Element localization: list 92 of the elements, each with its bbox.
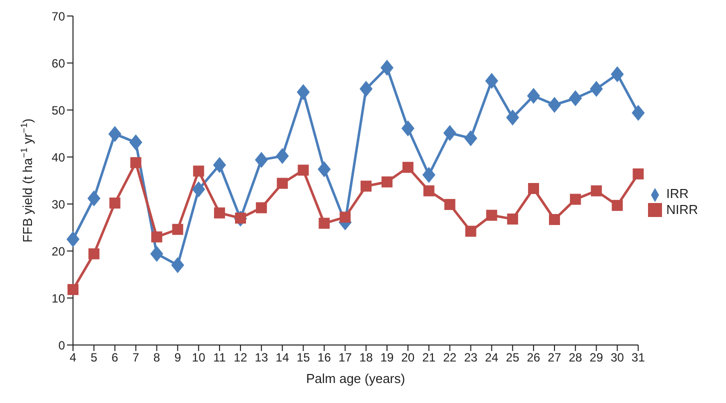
x-tick-label: 19: [380, 350, 394, 365]
y-tick-label: 0: [58, 338, 66, 352]
x-tick-label: 30: [610, 350, 624, 365]
point: [612, 200, 623, 211]
point: [340, 212, 351, 223]
point: [423, 185, 434, 196]
point: [507, 214, 518, 225]
x-tick-label: 15: [296, 350, 310, 365]
point: [87, 190, 100, 206]
legend-label: NIRR: [666, 202, 698, 216]
point: [129, 134, 142, 150]
y-tick-label: 30: [52, 197, 66, 212]
point: [548, 96, 561, 113]
point: [68, 284, 78, 296]
point: [130, 157, 142, 168]
point: [590, 185, 602, 196]
point: [256, 202, 267, 214]
point: [506, 110, 520, 126]
point: [444, 198, 456, 210]
x-tick-label: 18: [359, 350, 374, 365]
x-tick-label: 16: [318, 350, 332, 365]
x-tick-label: 28: [568, 350, 582, 365]
point: [465, 226, 476, 237]
point: [486, 210, 498, 221]
x-tick-label: 4: [70, 350, 77, 365]
y-tick-label: 70: [52, 9, 66, 24]
x-tick-label: 24: [485, 350, 499, 365]
point: [422, 166, 436, 183]
point: [527, 88, 540, 104]
point: [360, 80, 373, 97]
x-tick-label: 20: [401, 350, 415, 365]
x-tick-label: 14: [276, 350, 290, 365]
x-tick-label: 17: [338, 350, 352, 365]
point: [610, 66, 624, 82]
point: [382, 176, 393, 188]
x-tick-label: 29: [590, 350, 604, 365]
x-tick-label: 9: [174, 350, 182, 365]
point: [66, 231, 80, 248]
legend-label: IRR: [666, 186, 689, 201]
x-tick-label: 21: [422, 350, 436, 365]
x-tick-label: 27: [548, 350, 562, 365]
x-tick-label: 10: [192, 350, 206, 365]
point: [88, 248, 100, 260]
point: [171, 257, 184, 274]
x-tick-label: 23: [464, 350, 478, 365]
point: [318, 161, 331, 178]
point: [401, 120, 414, 136]
x-tick-label: 25: [506, 350, 520, 365]
x-tick-label: 22: [443, 350, 457, 365]
x-tick-label: 31: [632, 350, 646, 365]
x-tick-label: 5: [90, 350, 98, 365]
x-tick-label: 7: [132, 350, 140, 365]
x-axis-title: Palm age (years): [306, 371, 406, 386]
x-tick-label: 13: [254, 350, 268, 365]
x-tick-label: 8: [153, 350, 160, 365]
point: [214, 207, 226, 218]
y-tick-label: 50: [52, 103, 66, 118]
point: [548, 214, 560, 226]
point: [150, 246, 164, 262]
point: [318, 218, 330, 229]
point: [213, 156, 226, 173]
point: [298, 164, 309, 176]
y-tick-label: 60: [52, 56, 66, 70]
point: [590, 80, 603, 97]
point: [108, 126, 122, 142]
y-tick-label: 20: [52, 244, 66, 258]
point: [193, 166, 204, 177]
point: [528, 182, 540, 194]
point: [402, 162, 414, 173]
x-tick-label: 11: [213, 350, 226, 365]
point: [151, 231, 162, 242]
point: [172, 224, 184, 235]
x-tick-label: 26: [526, 350, 541, 365]
point: [109, 198, 120, 209]
point: [464, 130, 478, 146]
point: [485, 72, 498, 89]
point: [570, 194, 581, 205]
y-tick-label: 40: [52, 150, 66, 164]
point: [360, 180, 372, 192]
point: [443, 125, 456, 142]
y-tick-label: 10: [52, 291, 66, 306]
point: [568, 90, 582, 106]
point: [380, 60, 394, 76]
point: [276, 178, 288, 189]
point: [276, 148, 289, 164]
x-tick-label: 12: [234, 350, 248, 365]
point: [632, 104, 645, 121]
point: [192, 181, 206, 198]
x-tick-label: 6: [112, 350, 119, 365]
point: [254, 152, 268, 168]
point: [632, 168, 644, 180]
point: [296, 84, 310, 100]
